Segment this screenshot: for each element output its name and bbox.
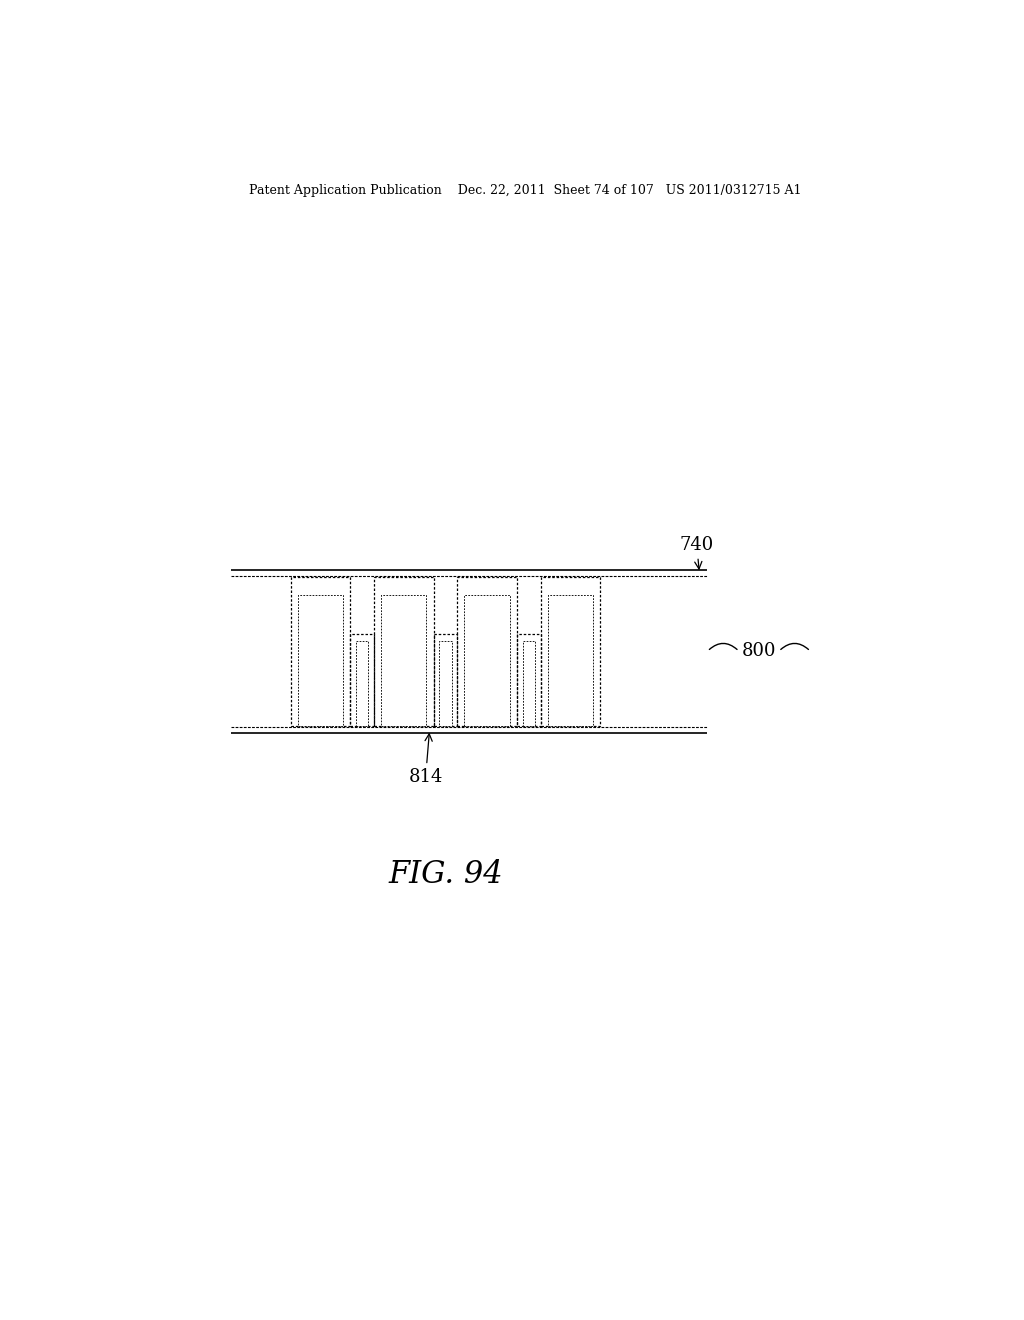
Bar <box>548 595 593 726</box>
Bar <box>381 595 426 726</box>
Bar <box>517 634 541 726</box>
Bar <box>374 577 433 726</box>
Text: FIG. 94: FIG. 94 <box>388 859 503 891</box>
Text: 814: 814 <box>409 734 442 787</box>
Text: 800: 800 <box>741 643 776 660</box>
Bar <box>522 642 535 726</box>
Bar <box>439 642 452 726</box>
Bar <box>356 642 369 726</box>
Bar <box>291 577 350 726</box>
Bar <box>350 634 374 726</box>
Bar <box>458 577 517 726</box>
Bar <box>465 595 510 726</box>
Text: 740: 740 <box>680 536 714 569</box>
Bar <box>541 577 600 726</box>
Bar <box>298 595 343 726</box>
Bar <box>433 634 458 726</box>
Text: Patent Application Publication    Dec. 22, 2011  Sheet 74 of 107   US 2011/03127: Patent Application Publication Dec. 22, … <box>249 183 801 197</box>
Bar <box>291 577 600 586</box>
